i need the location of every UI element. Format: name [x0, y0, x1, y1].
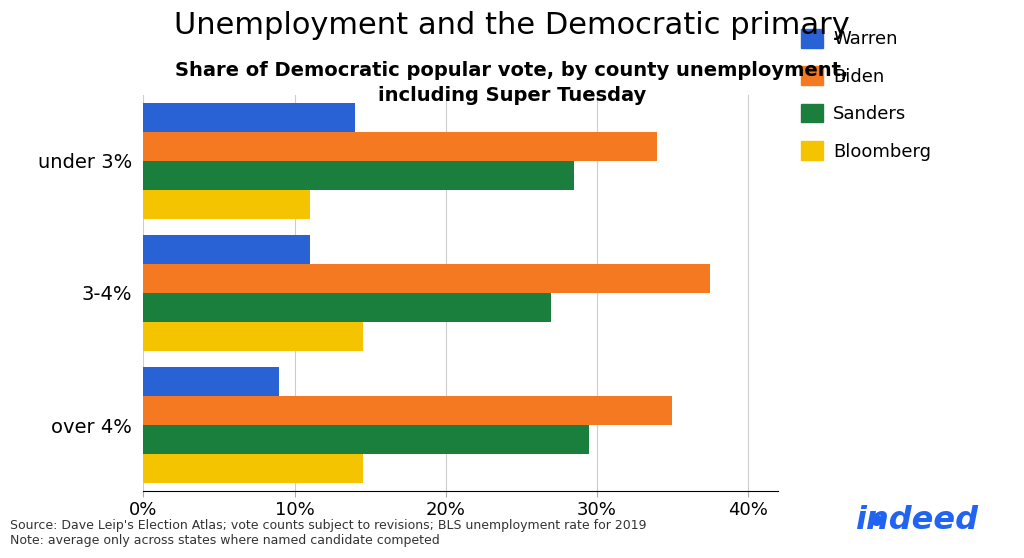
- Text: Unemployment and the Democratic primary: Unemployment and the Democratic primary: [174, 11, 850, 40]
- Bar: [143, 396, 673, 425]
- Bar: [143, 322, 362, 351]
- Bar: [143, 190, 309, 219]
- Bar: [143, 367, 280, 396]
- Text: indeed: indeed: [855, 504, 978, 536]
- Text: Source: Dave Leip's Election Atlas; vote counts subject to revisions; BLS unempl: Source: Dave Leip's Election Atlas; vote…: [10, 519, 647, 547]
- Text: ●: ●: [869, 512, 882, 527]
- Bar: [143, 132, 657, 161]
- Bar: [143, 264, 711, 293]
- Bar: [143, 425, 589, 454]
- Legend: Warren, Biden, Sanders, Bloomberg: Warren, Biden, Sanders, Bloomberg: [794, 22, 939, 168]
- Bar: [143, 103, 355, 132]
- Bar: [143, 454, 362, 483]
- Bar: [143, 293, 552, 322]
- Bar: [143, 235, 309, 264]
- Bar: [143, 161, 574, 190]
- Text: Share of Democratic popular vote, by county unemployment,
including Super Tuesda: Share of Democratic popular vote, by cou…: [175, 61, 849, 105]
